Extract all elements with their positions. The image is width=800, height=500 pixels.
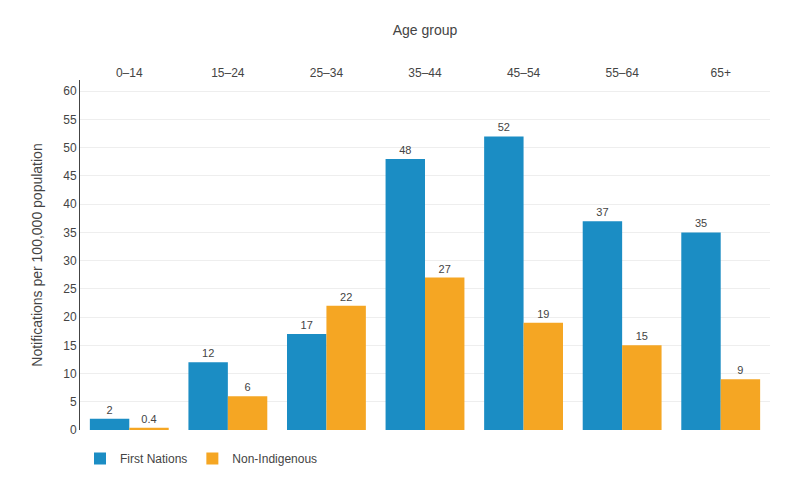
svg-text:55–64: 55–64 bbox=[605, 66, 639, 80]
svg-text:27: 27 bbox=[439, 263, 451, 275]
svg-text:Age group: Age group bbox=[393, 22, 458, 38]
svg-text:30: 30 bbox=[63, 254, 77, 268]
svg-text:12: 12 bbox=[202, 347, 214, 359]
svg-text:0.4: 0.4 bbox=[141, 413, 156, 425]
svg-text:55: 55 bbox=[63, 113, 77, 127]
svg-text:First Nations: First Nations bbox=[120, 452, 187, 466]
svg-text:25: 25 bbox=[63, 282, 77, 296]
svg-text:22: 22 bbox=[340, 291, 352, 303]
svg-text:15: 15 bbox=[63, 339, 77, 353]
svg-text:52: 52 bbox=[498, 121, 510, 133]
svg-text:Notifications per 100,000 popu: Notifications per 100,000 population bbox=[29, 143, 45, 366]
svg-text:6: 6 bbox=[245, 381, 251, 393]
svg-text:65+: 65+ bbox=[711, 66, 731, 80]
svg-text:17: 17 bbox=[301, 319, 313, 331]
svg-text:45: 45 bbox=[63, 169, 77, 183]
svg-text:48: 48 bbox=[399, 144, 411, 156]
svg-text:40: 40 bbox=[63, 197, 77, 211]
svg-text:15–24: 15–24 bbox=[211, 66, 245, 80]
svg-text:35: 35 bbox=[63, 226, 77, 240]
svg-text:0: 0 bbox=[70, 423, 77, 437]
svg-text:0–14: 0–14 bbox=[116, 66, 143, 80]
svg-text:19: 19 bbox=[537, 308, 549, 320]
svg-text:Non-Indigenous: Non-Indigenous bbox=[232, 452, 317, 466]
svg-text:9: 9 bbox=[737, 364, 743, 376]
svg-text:60: 60 bbox=[63, 84, 77, 98]
svg-text:5: 5 bbox=[70, 395, 77, 409]
svg-text:15: 15 bbox=[636, 330, 648, 342]
svg-text:35–44: 35–44 bbox=[408, 66, 442, 80]
svg-text:45–54: 45–54 bbox=[507, 66, 541, 80]
svg-text:50: 50 bbox=[63, 141, 77, 155]
svg-text:35: 35 bbox=[695, 217, 707, 229]
svg-text:2: 2 bbox=[107, 404, 113, 416]
svg-text:20: 20 bbox=[63, 310, 77, 324]
svg-text:37: 37 bbox=[596, 206, 608, 218]
svg-text:25–34: 25–34 bbox=[310, 66, 344, 80]
svg-text:10: 10 bbox=[63, 367, 77, 381]
